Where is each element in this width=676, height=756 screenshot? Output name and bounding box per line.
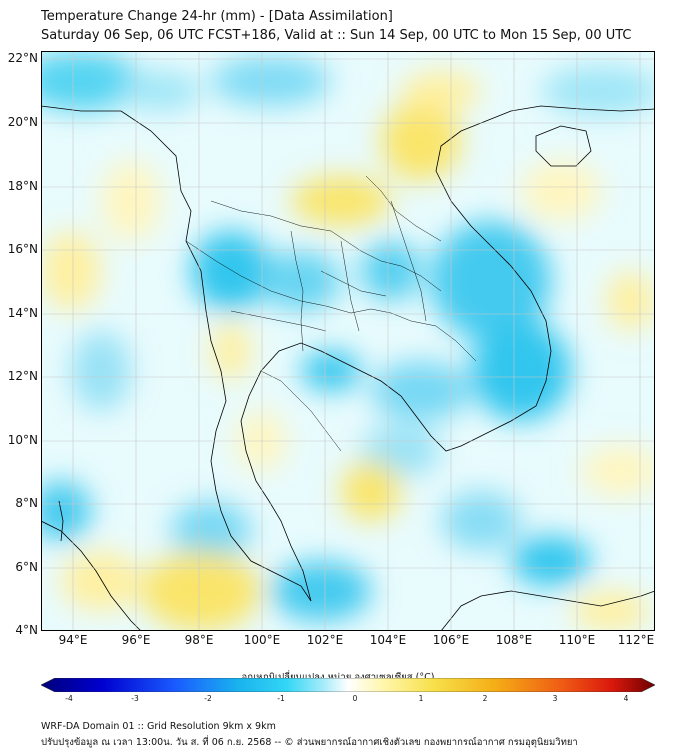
chart-title: Temperature Change 24-hr (mm) - [Data As…	[41, 9, 393, 24]
lat-label-20n: 20°N	[7, 115, 38, 129]
lat-label-6n: 6°N	[15, 560, 38, 574]
footer-model-info: WRF-DA Domain 01 :: Grid Resolution 9km …	[41, 721, 276, 732]
lat-label-12n: 12°N	[7, 369, 38, 383]
lat-label-14n: 14°N	[7, 306, 38, 320]
lon-label-94e: 94°E	[58, 633, 88, 647]
lon-label-96e: 96°E	[121, 633, 151, 647]
lon-label-104e: 104°E	[369, 633, 407, 647]
colorbar-tick--1: -1	[277, 694, 285, 703]
colorbar-tick-2: 2	[482, 694, 488, 703]
colorbar-tick-4: 4	[623, 694, 629, 703]
colorbar-tick--3: -3	[131, 694, 139, 703]
coastlines	[41, 105, 655, 631]
lon-label-98e: 98°E	[184, 633, 214, 647]
colorbar	[41, 678, 655, 692]
map-panel	[41, 51, 655, 631]
colorbar-tick-3: 3	[552, 694, 558, 703]
lon-label-100e: 100°E	[243, 633, 281, 647]
lon-label-102e: 102°E	[306, 633, 344, 647]
lon-label-108e: 108°E	[495, 633, 533, 647]
lon-label-110e: 110°E	[558, 633, 596, 647]
colorbar-tick--4: -4	[65, 694, 73, 703]
lat-label-18n: 18°N	[7, 179, 38, 193]
lon-label-106e: 106°E	[432, 633, 470, 647]
admin-borders	[185, 175, 477, 452]
footer-update-info: ปรับปรุงข้อมูล ณ เวลา 13:00น. วัน ส. ที่…	[41, 737, 578, 748]
colorbar-tick--2: -2	[204, 694, 212, 703]
lat-label-10n: 10°N	[7, 433, 38, 447]
chart-subtitle: Saturday 06 Sep, 06 UTC FCST+186, Valid …	[41, 28, 632, 43]
graticule	[41, 51, 655, 631]
lat-label-22n: 22°N	[7, 51, 38, 65]
colorbar-tick-1: 1	[418, 694, 424, 703]
lat-label-16n: 16°N	[7, 242, 38, 256]
colorbar-title: อุณหภูมิเปลี่ยนแปลง หน่วย องศาเซลเซียส (…	[241, 672, 435, 683]
temperature-field	[41, 51, 655, 631]
lat-label-8n: 8°N	[15, 496, 38, 510]
lon-label-112e: 112°E	[617, 633, 655, 647]
lat-label-4n: 4°N	[15, 623, 38, 637]
colorbar-tick-0: 0	[352, 694, 358, 703]
map-frame	[41, 51, 655, 631]
